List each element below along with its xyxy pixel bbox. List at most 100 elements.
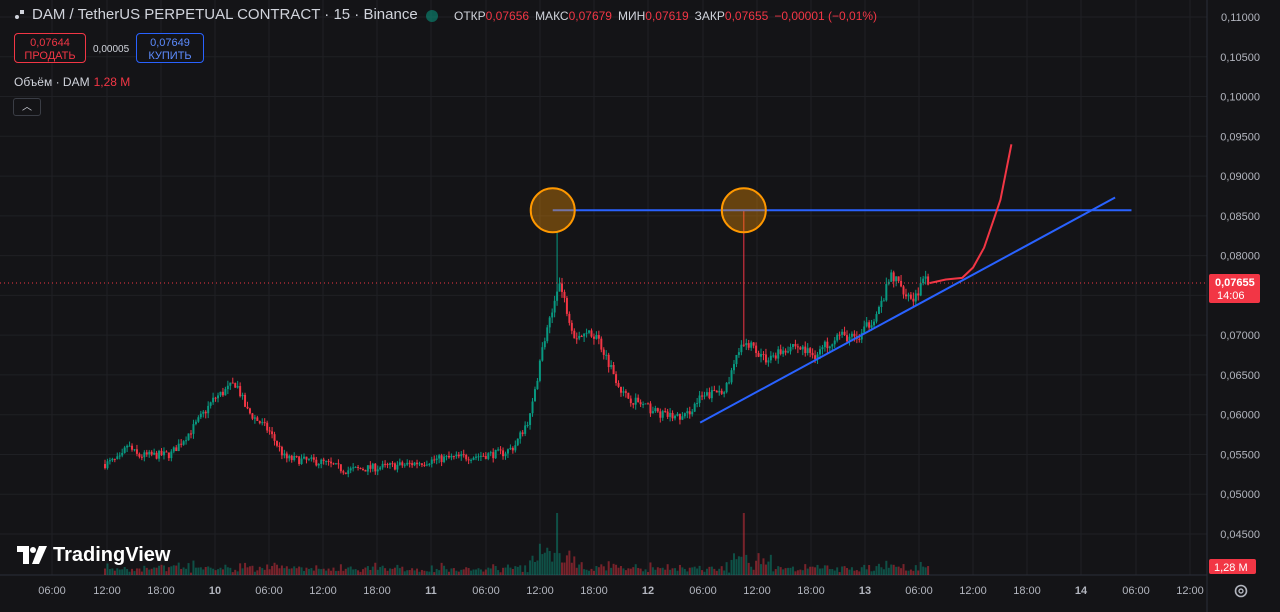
volume-bar xyxy=(583,569,586,575)
candle-body xyxy=(526,424,529,426)
candle-body xyxy=(848,336,851,342)
candle-body xyxy=(244,394,247,407)
volume-bar xyxy=(703,571,706,575)
volume-bar xyxy=(123,567,126,575)
candle-body xyxy=(457,454,460,457)
volume-bar xyxy=(821,568,824,575)
candle-body xyxy=(423,464,426,466)
volume-bar xyxy=(927,566,930,575)
volume-bar xyxy=(600,564,603,575)
volume-bar xyxy=(796,570,799,575)
volume-bar xyxy=(718,568,721,575)
gear-icon[interactable] xyxy=(1233,583,1249,599)
candle-body xyxy=(865,322,868,327)
ohlc-high-value: 0,07679 xyxy=(568,9,612,23)
candle-body xyxy=(484,456,487,459)
candle-body xyxy=(708,392,711,399)
ohlc-low-value: 0,07619 xyxy=(645,9,689,23)
candle-body xyxy=(796,346,799,348)
candle-body xyxy=(104,464,106,469)
candle-body xyxy=(585,332,588,334)
volume-bar xyxy=(357,570,360,575)
candle-body xyxy=(610,364,613,368)
candle-body xyxy=(285,453,288,459)
candle-body xyxy=(472,457,475,460)
candle-body xyxy=(818,349,821,355)
volume-bar xyxy=(298,566,301,575)
volume-legend[interactable]: Объём · DAM 1,28 M xyxy=(14,75,130,89)
candle-body xyxy=(207,405,210,414)
volume-bar xyxy=(536,560,539,575)
candle-body xyxy=(696,402,699,404)
volume-legend-label: Объём · DAM xyxy=(14,75,90,89)
volume-bar xyxy=(900,568,903,575)
candle-body xyxy=(182,441,185,445)
volume-bar xyxy=(364,567,367,575)
buy-button[interactable]: 0,07649 КУПИТЬ xyxy=(136,33,204,63)
candle-body xyxy=(251,413,254,419)
volume-bar xyxy=(204,567,207,575)
candle-body xyxy=(814,355,817,360)
volume-bar xyxy=(300,567,303,575)
collapse-legend-button[interactable]: ︿ xyxy=(13,98,41,116)
price-axis-tick: 0,09500 xyxy=(1220,131,1260,143)
candle-body xyxy=(322,459,325,461)
price-axis-tick: 0,11000 xyxy=(1221,12,1260,24)
volume-bar xyxy=(747,562,750,575)
spread-value: 0,00005 xyxy=(93,44,130,55)
volume-bar xyxy=(850,567,853,575)
time-axis-tick: 18:00 xyxy=(797,585,825,597)
volume-bar xyxy=(155,567,158,575)
volume-bar xyxy=(538,543,541,575)
candle-body xyxy=(730,370,733,383)
ohlc-open-label: ОТКР xyxy=(454,9,486,23)
volume-bar xyxy=(236,571,239,575)
volume-bar xyxy=(701,570,704,575)
volume-bar xyxy=(349,566,352,575)
volume-bar xyxy=(455,570,458,575)
symbol-title[interactable]: DAM / TetherUS PERPETUAL CONTRACT · 15 ·… xyxy=(32,6,418,23)
time-axis-tick: 06:00 xyxy=(38,585,66,597)
candle-body xyxy=(371,463,374,469)
volume-bar xyxy=(334,570,337,575)
candle-body xyxy=(637,397,640,403)
volume-bar xyxy=(671,568,674,575)
volume-bar xyxy=(386,570,389,575)
candle-body xyxy=(838,334,841,336)
candle-body xyxy=(408,462,411,464)
time-axis-tick: 14 xyxy=(1075,585,1088,597)
candle-body xyxy=(268,430,271,432)
candle-body xyxy=(418,463,421,465)
volume-bar xyxy=(406,570,409,575)
candle-body xyxy=(715,390,718,393)
candle-body xyxy=(445,455,448,457)
candle-body xyxy=(389,463,392,465)
candle-body xyxy=(384,463,387,465)
candle-body xyxy=(391,463,394,465)
candle-body xyxy=(369,465,372,469)
volume-bar xyxy=(578,564,581,575)
candle-body xyxy=(204,411,207,414)
time-axis-tick: 12:00 xyxy=(959,585,987,597)
candle-body xyxy=(253,417,256,419)
volume-bar xyxy=(325,570,328,575)
volume-bar xyxy=(273,562,276,575)
volume-bar xyxy=(580,562,583,575)
candle-body xyxy=(750,342,753,348)
candle-body xyxy=(357,466,360,468)
candle-body xyxy=(116,456,119,460)
candle-body xyxy=(890,272,893,282)
volume-bar xyxy=(841,566,844,575)
candle-body xyxy=(489,452,492,454)
volume-bar xyxy=(904,570,907,575)
candle-body xyxy=(575,338,578,340)
candle-body xyxy=(823,341,826,348)
time-axis-tick: 11 xyxy=(425,585,437,597)
volume-bar xyxy=(239,563,242,575)
volume-bar xyxy=(602,566,605,575)
volume-bar xyxy=(661,567,664,575)
candle-body xyxy=(782,350,785,354)
sell-button[interactable]: 0,07644 ПРОДАТЬ xyxy=(14,33,86,63)
